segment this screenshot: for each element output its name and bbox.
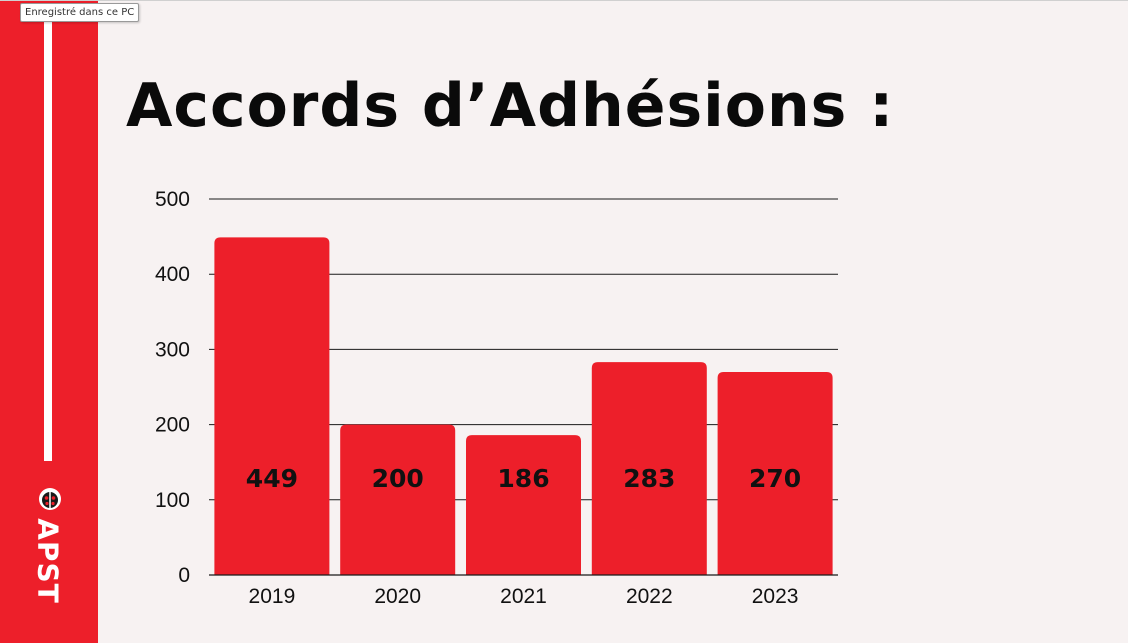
ladybug-icon [39, 488, 61, 510]
x-tick-label: 2021 [500, 585, 547, 608]
data-label: 186 [497, 464, 549, 493]
bar-2022 [591, 362, 707, 575]
y-tick-label: 300 [155, 338, 190, 361]
y-axis-ticks: 0 100 200 300 400 500 [155, 188, 190, 587]
y-tick-label: 200 [155, 414, 190, 437]
y-tick-label: 0 [178, 564, 190, 587]
data-label: 449 [246, 464, 298, 493]
chart-bars [209, 237, 838, 576]
y-tick-label: 500 [155, 188, 190, 211]
data-label: 200 [372, 464, 424, 493]
x-tick-label: 2020 [374, 585, 421, 608]
bar-2021 [466, 435, 581, 575]
y-tick-label: 400 [155, 263, 190, 286]
bar-2020 [340, 424, 456, 575]
y-tick-label: 100 [155, 489, 190, 512]
sidebar: APST [0, 1, 98, 643]
sidebar-divider [44, 11, 52, 461]
bar-2019 [214, 237, 330, 576]
data-labels: 449 200 186 283 270 [246, 464, 801, 493]
x-tick-label: 2019 [249, 585, 296, 608]
x-tick-label: 2022 [626, 585, 673, 608]
page-title: Accords d’Adhésions : [126, 71, 895, 141]
tooltip: Enregistré dans ce PC [20, 3, 140, 22]
bar-2023 [717, 371, 833, 575]
data-label: 283 [623, 464, 675, 493]
data-label: 270 [749, 464, 801, 493]
x-axis-ticks: 2019 2020 2021 2022 2023 [249, 585, 799, 608]
x-tick-label: 2023 [752, 585, 799, 608]
